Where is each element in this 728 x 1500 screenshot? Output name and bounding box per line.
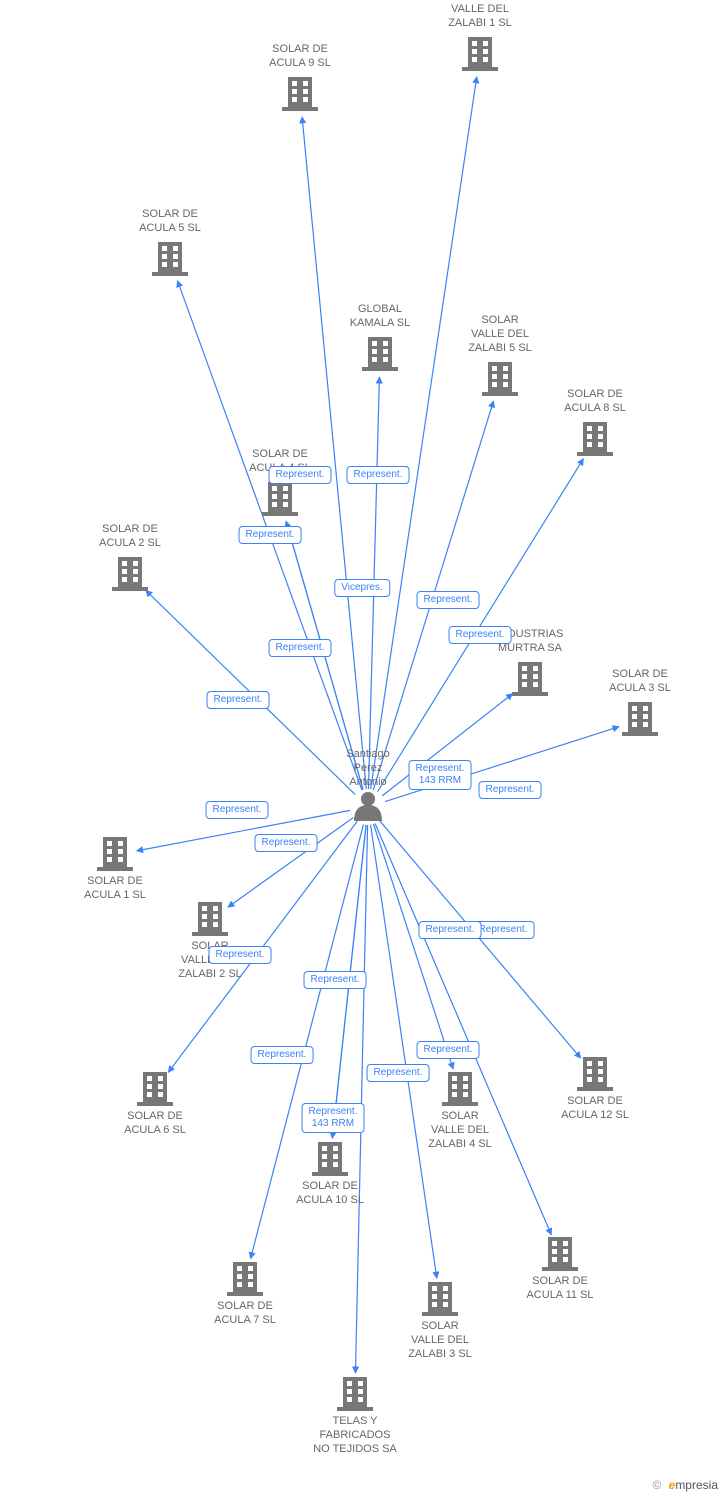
- edge-line: [380, 821, 581, 1058]
- brand-rest: mpresia: [675, 1478, 718, 1492]
- edge-label: Represent.: [449, 626, 512, 644]
- company-node[interactable]: SOLAR DE ACULA 3 SL: [590, 668, 690, 698]
- company-node[interactable]: SOLAR VALLE DEL ZALABI 5 SL: [450, 314, 550, 357]
- company-label: SOLAR DE ACULA 10 SL: [280, 1180, 380, 1208]
- edge-label: Represent.: [367, 1064, 430, 1082]
- company-label: SOLAR VALLE DEL ZALABI 1 SL: [430, 0, 530, 30]
- edge-label: Represent. 143 RRM: [409, 760, 472, 790]
- company-label: TELAS Y FABRICADOS NO TEJIDOS SA: [305, 1415, 405, 1456]
- company-node[interactable]: SOLAR DE ACULA 1 SL: [65, 875, 165, 905]
- person-icon: [354, 792, 382, 821]
- company-label: SOLAR DE ACULA 2 SL: [80, 523, 180, 551]
- company-node[interactable]: SOLAR VALLE DEL ZALABI 4 SL: [410, 1110, 510, 1153]
- company-node[interactable]: SOLAR VALLE DEL ZALABI 1 SL: [430, 0, 530, 32]
- building-icon: [442, 1072, 478, 1106]
- edge-label: Represent.: [304, 971, 367, 989]
- edge-label: Represent.: [417, 1041, 480, 1059]
- company-node[interactable]: SOLAR DE ACULA 11 SL: [510, 1275, 610, 1305]
- edge-label: Represent.: [419, 921, 482, 939]
- company-label: SOLAR DE ACULA 12 SL: [545, 1095, 645, 1123]
- company-label: SOLAR VALLE DEL ZALABI 5 SL: [450, 314, 550, 355]
- company-label: SOLAR DE ACULA 1 SL: [65, 875, 165, 903]
- building-icon: [422, 1282, 458, 1316]
- edge-label: Represent.: [417, 591, 480, 609]
- edge-label: Represent.: [206, 801, 269, 819]
- credit: © empresia: [652, 1478, 718, 1492]
- building-icon: [462, 37, 498, 71]
- company-node[interactable]: SOLAR DE ACULA 2 SL: [80, 523, 180, 553]
- building-icon: [152, 242, 188, 276]
- edge-label: Represent.: [251, 1046, 314, 1064]
- building-icon: [362, 337, 398, 371]
- edge-label: Represent. 143 RRM: [302, 1103, 365, 1133]
- company-node[interactable]: SOLAR DE ACULA 9 SL: [250, 43, 350, 73]
- edge-line: [228, 817, 353, 907]
- company-label: SOLAR DE ACULA 3 SL: [590, 668, 690, 696]
- building-icon: [192, 902, 228, 936]
- company-label: SOLAR DE ACULA 8 SL: [545, 388, 645, 416]
- company-label: SOLAR DE ACULA 7 SL: [195, 1300, 295, 1328]
- company-node[interactable]: SOLAR DE ACULA 12 SL: [545, 1095, 645, 1125]
- edge-label: Represent.: [347, 466, 410, 484]
- edge-label: Represent.: [255, 834, 318, 852]
- company-node[interactable]: TELAS Y FABRICADOS NO TEJIDOS SA: [305, 1415, 405, 1458]
- company-label: SOLAR DE ACULA 9 SL: [250, 43, 350, 71]
- building-icon: [337, 1377, 373, 1411]
- building-icon: [512, 662, 548, 696]
- company-label: SOLAR DE ACULA 5 SL: [120, 208, 220, 236]
- edge-label: Vicepres.: [334, 579, 390, 597]
- company-label: SOLAR DE ACULA 6 SL: [105, 1110, 205, 1138]
- edge-line: [375, 824, 551, 1235]
- edge-label: Represent.: [209, 946, 272, 964]
- company-node[interactable]: SOLAR DE ACULA 6 SL: [105, 1110, 205, 1140]
- edge-line: [371, 77, 477, 789]
- building-icon: [97, 837, 133, 871]
- building-icon: [542, 1237, 578, 1271]
- company-node[interactable]: SOLAR DE ACULA 10 SL: [280, 1180, 380, 1210]
- building-icon: [482, 362, 518, 396]
- company-node[interactable]: SOLAR DE ACULA 5 SL: [120, 208, 220, 238]
- company-node[interactable]: SOLAR DE ACULA 7 SL: [195, 1300, 295, 1330]
- building-icon: [622, 702, 658, 736]
- company-label: SOLAR DE ACULA 11 SL: [510, 1275, 610, 1303]
- company-node[interactable]: SOLAR DE ACULA 8 SL: [545, 388, 645, 418]
- building-icon: [112, 557, 148, 591]
- company-label: SOLAR VALLE DEL ZALABI 4 SL: [410, 1110, 510, 1151]
- building-icon: [577, 1057, 613, 1091]
- company-node[interactable]: SOLAR VALLE DEL ZALABI 3 SL: [390, 1320, 490, 1363]
- edge-label: Represent.: [479, 781, 542, 799]
- copyright-symbol: ©: [652, 1478, 661, 1492]
- company-label: SOLAR VALLE DEL ZALABI 3 SL: [390, 1320, 490, 1361]
- edge-label: Represent.: [207, 691, 270, 709]
- building-icon: [312, 1142, 348, 1176]
- building-icon: [227, 1262, 263, 1296]
- building-icon: [282, 77, 318, 111]
- building-icon: [262, 482, 298, 516]
- company-node[interactable]: GLOBAL KAMALA SL: [330, 303, 430, 333]
- edge-label: Represent.: [269, 466, 332, 484]
- center-person-label[interactable]: Santiago Perez Antonio: [346, 748, 389, 789]
- company-label: GLOBAL KAMALA SL: [330, 303, 430, 331]
- building-icon: [577, 422, 613, 456]
- edge-label: Represent.: [239, 526, 302, 544]
- building-icon: [137, 1072, 173, 1106]
- edge-label: Represent.: [269, 639, 332, 657]
